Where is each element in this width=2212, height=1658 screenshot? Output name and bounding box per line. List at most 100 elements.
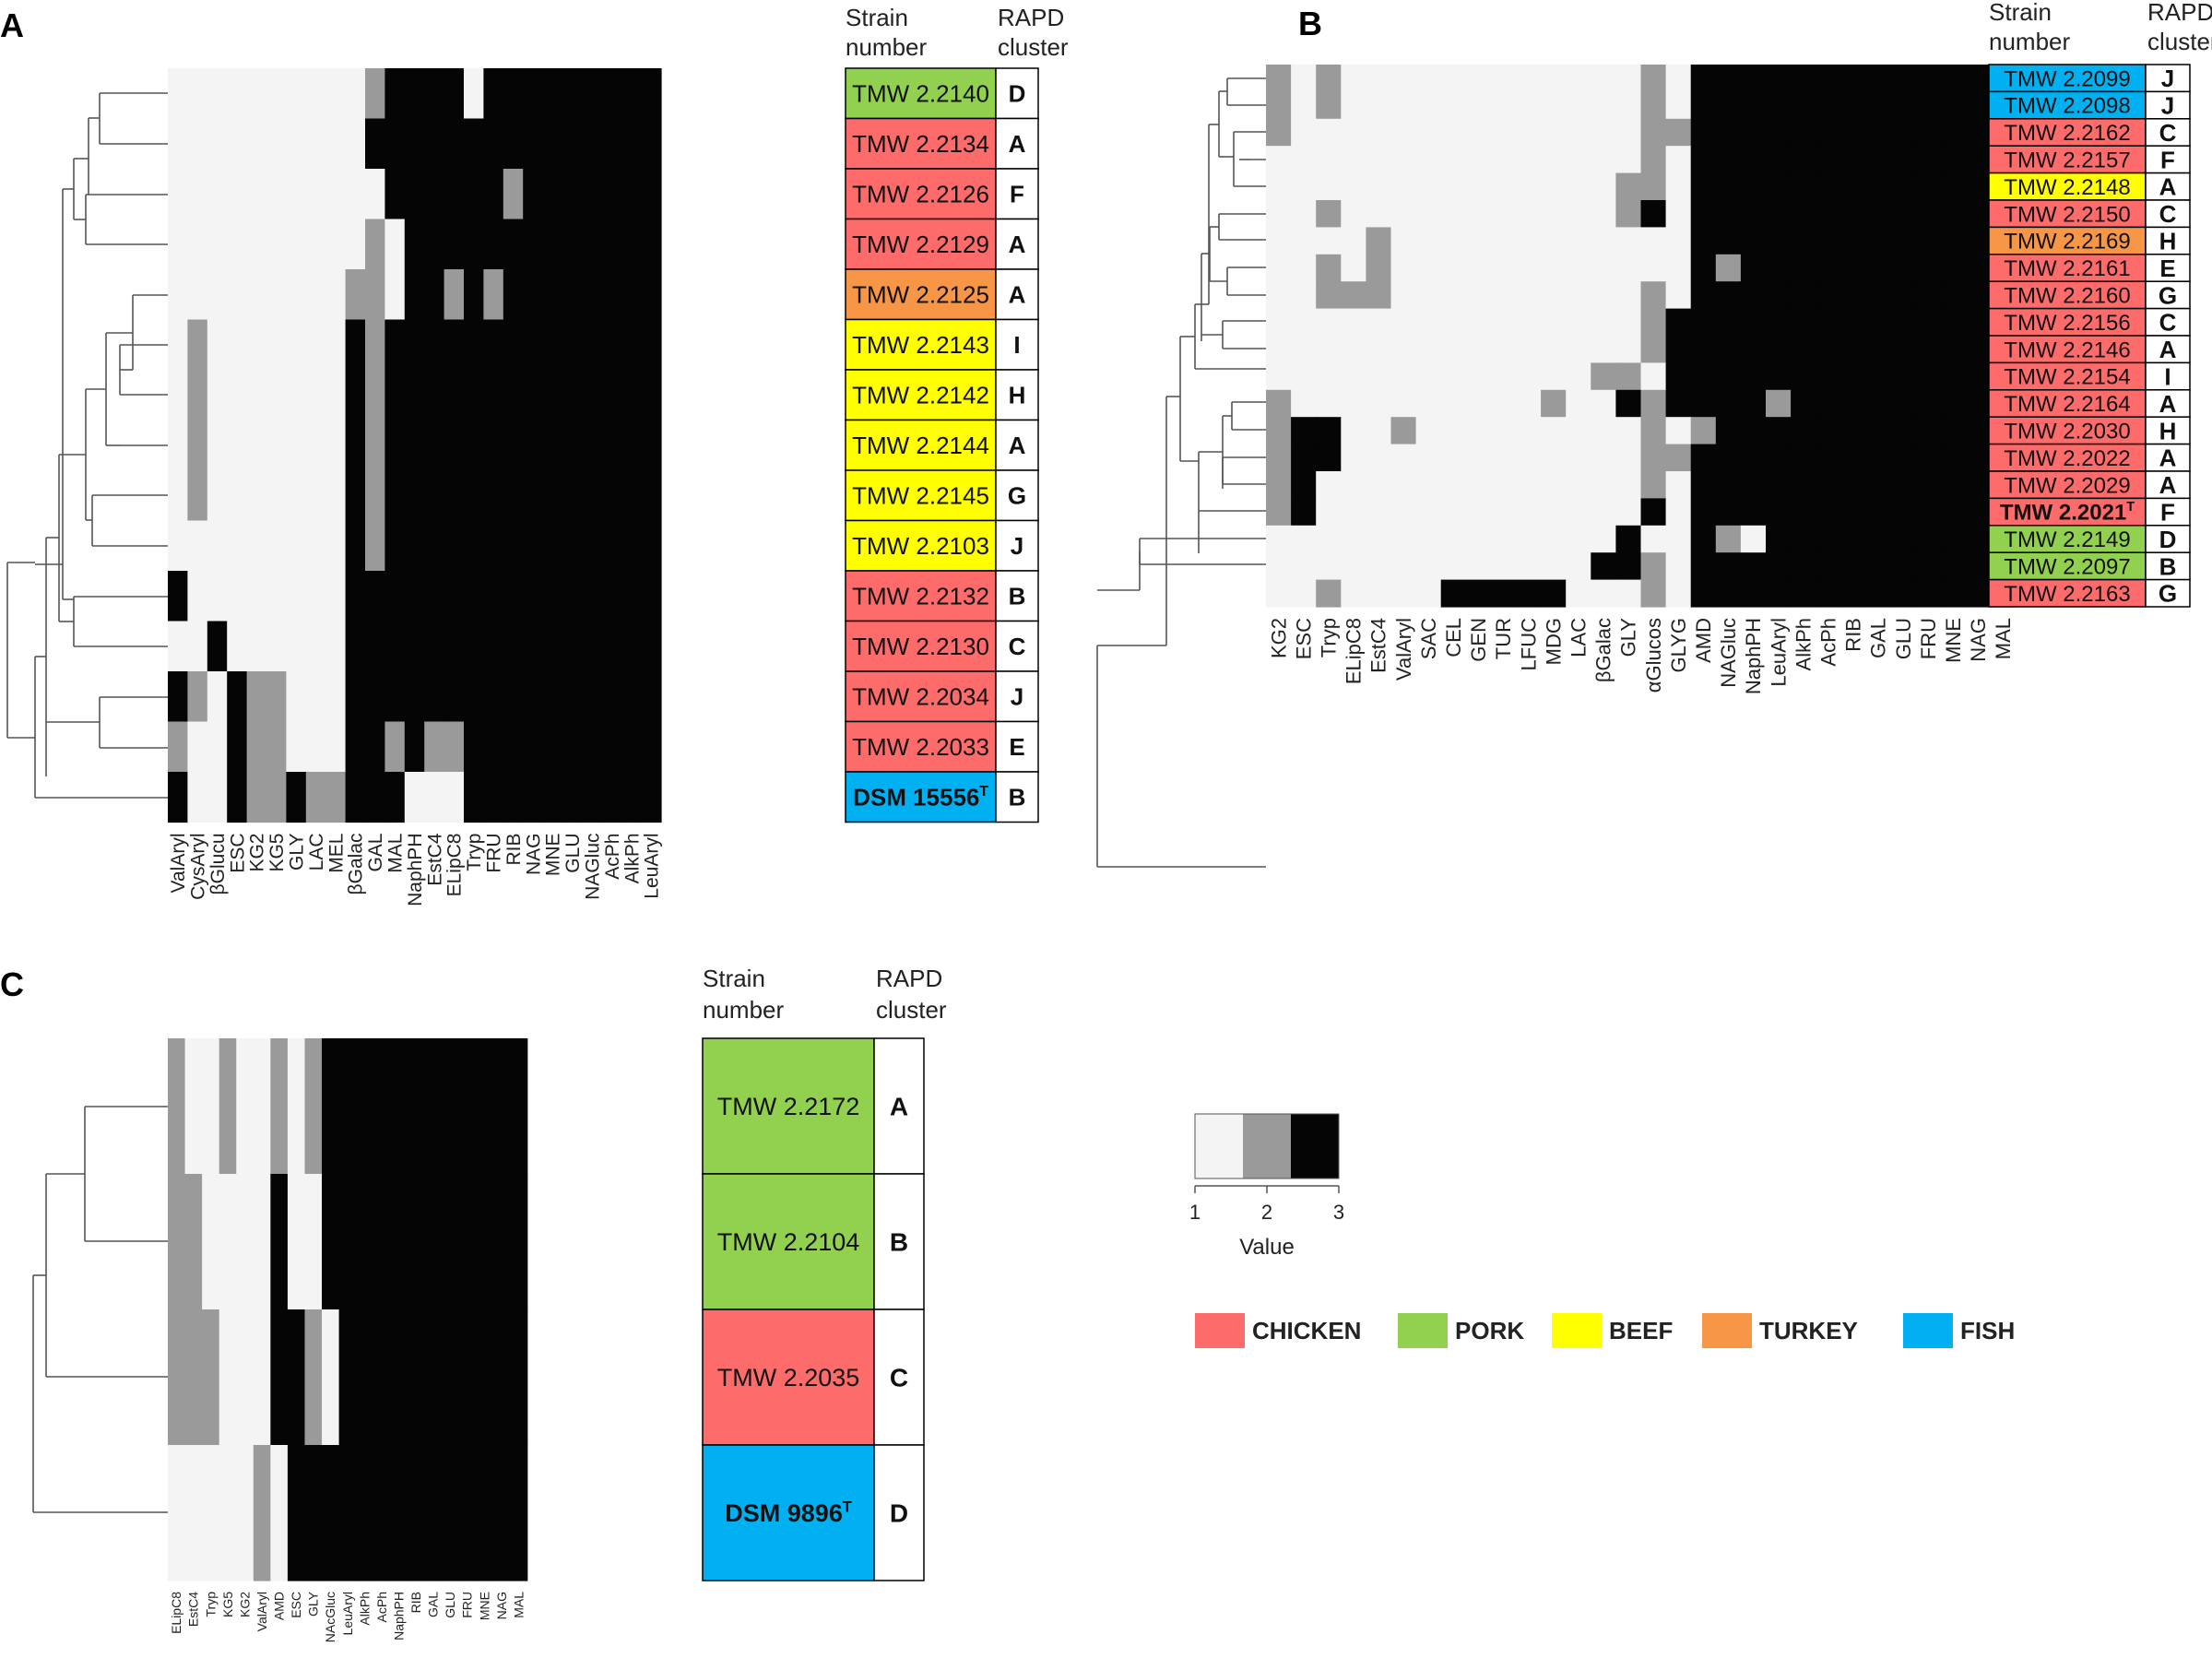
column-label: GLU	[1892, 618, 1915, 659]
heatmap-cell	[1840, 65, 1866, 92]
heatmap-cell	[1915, 336, 1942, 363]
heatmap-cell	[1940, 389, 1967, 418]
heatmap-cell	[1840, 362, 1866, 391]
strain-number: TMW 2.2157	[2004, 148, 2130, 173]
heatmap-cell	[601, 772, 622, 823]
heatmap-cell	[1390, 444, 1417, 472]
heatmap-cell	[266, 772, 287, 823]
strain-number: TMW 2.2034	[852, 683, 989, 711]
heatmap-cell	[1640, 552, 1667, 581]
heatmap-cell	[1766, 444, 1792, 472]
heatmap-cell	[404, 420, 425, 471]
heatmap-cell	[246, 571, 267, 622]
heatmap-cell	[1890, 281, 1917, 310]
rapd-header: RAPD	[2147, 0, 2212, 26]
heatmap-cell	[1816, 91, 1841, 120]
heatmap-cell	[1266, 336, 1292, 363]
heatmap-cell	[582, 169, 603, 220]
heatmap-cell	[1715, 498, 1742, 527]
heatmap-cell	[562, 470, 583, 522]
column-label: GLU	[443, 1592, 457, 1618]
heatmap-cell	[1640, 389, 1667, 418]
heatmap-cell	[1940, 471, 1967, 499]
cluster-letter: B	[1009, 583, 1026, 610]
heatmap-cell	[1640, 146, 1667, 174]
heatmap-cell	[1890, 362, 1917, 391]
heatmap-cell	[1865, 389, 1892, 418]
heatmap-grid	[168, 1038, 528, 1581]
heatmap-cell	[1840, 336, 1866, 363]
heatmap-cell	[1740, 552, 1767, 581]
heatmap-cell	[286, 118, 307, 170]
column-label: NAGluc	[582, 834, 603, 900]
heatmap-cell	[464, 721, 484, 773]
column-label: αGlucos	[1642, 618, 1665, 693]
column-label: GLU	[562, 834, 584, 873]
heatmap-cell	[582, 219, 603, 270]
heatmap-cell	[404, 68, 425, 120]
heatmap-cell	[483, 420, 504, 471]
heatmap-cell	[1915, 281, 1942, 310]
heatmap-cell	[1291, 552, 1317, 581]
heatmap-cell	[384, 571, 406, 622]
value-legend-tick-label: 1	[1189, 1201, 1201, 1224]
heatmap-cell	[207, 219, 228, 270]
heatmap-cell	[1316, 498, 1342, 527]
heatmap-cell	[227, 671, 248, 723]
heatmap-cell	[325, 420, 347, 471]
heatmap-cell	[441, 1174, 460, 1310]
strain-number: TMW 2.2161	[2004, 256, 2130, 281]
heatmap-cell	[1490, 308, 1517, 337]
strain-number: TMW 2.2126	[852, 181, 989, 208]
cluster-box	[2145, 90, 2191, 120]
heatmap-cell	[384, 420, 406, 471]
strain-number: DSM 15556	[853, 784, 979, 811]
heatmap-cell	[1266, 308, 1292, 337]
heatmap-cell	[1490, 362, 1517, 391]
heatmap-cell	[1690, 118, 1717, 147]
heatmap-cell	[1915, 91, 1942, 120]
heatmap-cell	[1965, 362, 1992, 391]
panel-letter: B	[1298, 5, 1322, 42]
heatmap-cell	[1740, 444, 1767, 472]
heatmap-cell	[219, 1445, 237, 1581]
cluster-letter: J	[2161, 91, 2174, 119]
column-label: NAG	[523, 834, 544, 876]
heatmap-cell	[1541, 389, 1567, 418]
heatmap-cell	[266, 571, 287, 622]
heatmap-cell	[356, 1309, 374, 1446]
heatmap-cell	[1640, 417, 1667, 445]
heatmap-cell	[305, 420, 326, 471]
heatmap-cell	[1816, 498, 1841, 527]
heatmap-cell	[1440, 65, 1467, 92]
heatmap-cell	[1965, 118, 1992, 147]
heatmap-cell	[641, 520, 662, 572]
heatmap-cell	[1740, 172, 1767, 201]
strain-label: TMW 2.2143	[852, 331, 989, 359]
heatmap-cell	[184, 1174, 203, 1310]
heatmap-cell	[322, 1174, 340, 1310]
heatmap-cell	[390, 1174, 408, 1310]
strain-header: number	[703, 996, 784, 1024]
heatmap-cell	[424, 721, 445, 773]
column-label: MAL	[511, 1592, 526, 1618]
heatmap-cell	[168, 1174, 186, 1310]
heatmap-cell	[1366, 417, 1392, 445]
heatmap-cell	[444, 370, 465, 421]
strain-number: TMW 2.2169	[2004, 230, 2130, 255]
heatmap-cell	[1766, 525, 1792, 553]
strain-box	[845, 419, 997, 471]
heatmap-cell	[1541, 200, 1567, 228]
strain-box	[702, 1309, 875, 1446]
heatmap-cell	[404, 470, 425, 522]
heatmap-cell	[1816, 308, 1841, 337]
heatmap-cell	[1690, 389, 1717, 418]
heatmap-cell	[202, 1309, 220, 1446]
heatmap-cell	[1415, 471, 1442, 499]
heatmap-cell	[384, 470, 406, 522]
heatmap-cell	[1490, 336, 1517, 363]
heatmap-cell	[338, 1174, 357, 1310]
heatmap-cell	[424, 118, 445, 170]
column-label: GAL	[365, 834, 386, 872]
heatmap-cell	[325, 319, 347, 371]
